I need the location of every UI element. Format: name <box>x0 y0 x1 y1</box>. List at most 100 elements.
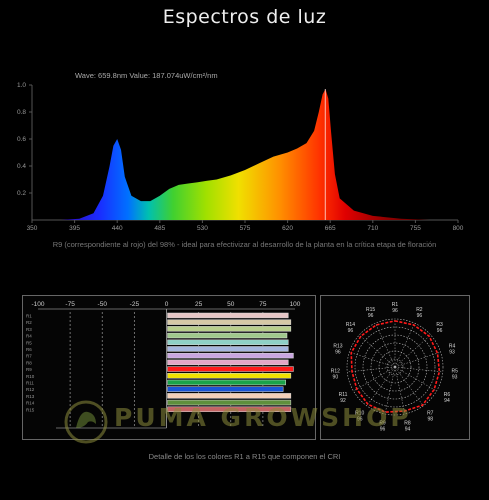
bar-x-tick-label: 75 <box>259 301 267 308</box>
radar-category-label: R3 <box>436 322 443 328</box>
bar-x-tick-label: 0 <box>165 301 169 308</box>
bar-category-label: R1 <box>26 314 32 319</box>
y-tick-label: 0.8 <box>17 109 26 116</box>
radar-spoke <box>384 366 396 415</box>
radar-value-label: 96 <box>335 349 341 355</box>
radar-value-label: 93 <box>452 374 458 380</box>
radar-spoke <box>347 366 396 373</box>
radar-value-label: 98 <box>427 417 433 423</box>
radar-value-label: 92 <box>340 398 346 404</box>
radar-category-label: R5 <box>451 368 458 374</box>
radar-spoke <box>394 366 406 415</box>
page-title: Espectros de luz <box>162 6 327 28</box>
cri-bar-r6 <box>167 346 289 352</box>
x-tick-label: 755 <box>410 225 421 230</box>
radar-spoke <box>394 323 415 368</box>
bar-category-label: R3 <box>26 327 32 332</box>
radar-value-label: 94 <box>444 398 450 404</box>
radar-category-label: R6 <box>444 392 451 398</box>
radar-ring <box>362 334 428 400</box>
radar-value-label: 93 <box>449 349 455 355</box>
radar-category-label: R8 <box>404 421 411 427</box>
radar-spoke <box>394 366 437 392</box>
x-tick-label: 350 <box>27 225 38 230</box>
bar-x-tick-label: -25 <box>130 301 140 308</box>
cri-bar-r12 <box>167 386 284 392</box>
bar-category-label: R5 <box>26 340 32 345</box>
radar-category-label: R14 <box>346 322 355 328</box>
radar-value-label: 96 <box>368 313 374 319</box>
x-tick-label: 665 <box>325 225 336 230</box>
radar-value-label: 96 <box>348 328 354 334</box>
radar-value-label: 94 <box>405 427 411 433</box>
spectrum-caption: R9 (correspondiente al rojo) del 98% - i… <box>52 240 437 249</box>
x-tick-label: 530 <box>197 225 208 230</box>
radar-value-label: 96 <box>417 313 423 319</box>
y-tick-label: 0.6 <box>17 136 26 143</box>
radar-ring <box>378 350 412 384</box>
cri-radar-panel: R1 96 R2 96 R3 96 R4 93 R5 93 R6 94 R7 98 R8 94 R9 96 R10 9… <box>320 295 470 440</box>
bar-category-label: R15 <box>26 407 35 412</box>
x-tick-label: 800 <box>453 225 464 230</box>
x-tick-label: 395 <box>69 225 80 230</box>
radar-value-label: 96 <box>392 308 398 314</box>
cri-bar-r14 <box>167 399 292 406</box>
x-tick-label: 440 <box>112 225 123 230</box>
bar-category-label: R9 <box>26 367 32 372</box>
radar-category-label: R7 <box>427 411 434 417</box>
bar-category-label: R12 <box>26 387 35 392</box>
radar-spoke <box>394 334 431 368</box>
y-tick-label: 1.0 <box>17 82 26 89</box>
bar-category-label: R8 <box>26 360 32 365</box>
bar-category-label: R13 <box>26 394 35 399</box>
bar-category-label: R6 <box>26 347 32 352</box>
cri-bar-r3 <box>167 326 292 332</box>
radar-spoke <box>353 366 396 392</box>
spectrum-chart: Wave: 659.8nm Value: 187.074uW/cm²/nm 35… <box>17 71 464 230</box>
bar-x-tick-label: -50 <box>98 301 108 308</box>
bar-category-label: R10 <box>26 374 35 379</box>
bar-category-label: R2 <box>26 320 32 325</box>
radar-spoke <box>359 334 396 368</box>
radar-category-label: R12 <box>331 368 340 374</box>
y-tick-label: 0.4 <box>17 163 26 170</box>
cri-bar-r5 <box>167 339 289 345</box>
bar-category-label: R14 <box>26 401 35 406</box>
cri-caption: Detalle de los los colores R1 a R15 que … <box>148 452 341 461</box>
cri-bar-r15 <box>167 406 292 412</box>
spectrum-area <box>60 89 459 220</box>
cri-bar-r13 <box>167 393 292 399</box>
radar-spoke <box>394 366 424 406</box>
radar-ring <box>386 358 404 376</box>
bar-category-label: R7 <box>26 354 32 359</box>
bar-x-tick-label: -100 <box>31 301 44 308</box>
bar-x-tick-label: 25 <box>195 301 203 308</box>
radar-spoke <box>349 351 396 368</box>
cri-bar-r8 <box>167 359 289 366</box>
radar-value-label: 96 <box>380 427 386 433</box>
bar-category-label: R11 <box>26 381 34 386</box>
radar-category-label: R9 <box>379 421 386 427</box>
radar-spoke <box>394 351 441 368</box>
radar-ring <box>354 326 436 408</box>
cri-bar-r7 <box>167 352 294 359</box>
bar-x-tick-label: 50 <box>227 301 235 308</box>
radar-spoke <box>375 323 396 368</box>
radar-category-label: R10 <box>355 411 364 417</box>
x-tick-label: 485 <box>154 225 165 230</box>
radar-ring <box>346 318 444 416</box>
x-tick-label: 710 <box>367 225 378 230</box>
cri-bar-r10 <box>167 373 292 379</box>
wave-value-readout: Wave: 659.8nm Value: 187.074uW/cm²/nm <box>75 71 218 80</box>
radar-category-label: R15 <box>366 307 375 313</box>
cri-bar-r9 <box>167 366 294 372</box>
x-tick-label: 575 <box>240 225 251 230</box>
radar-category-label: R2 <box>416 307 423 313</box>
radar-category-label: R1 <box>392 302 399 308</box>
cri-bar-r2 <box>167 319 292 325</box>
bar-x-tick-label: 100 <box>290 301 301 308</box>
radar-series-line <box>350 320 441 413</box>
radar-category-label: R13 <box>333 343 342 349</box>
